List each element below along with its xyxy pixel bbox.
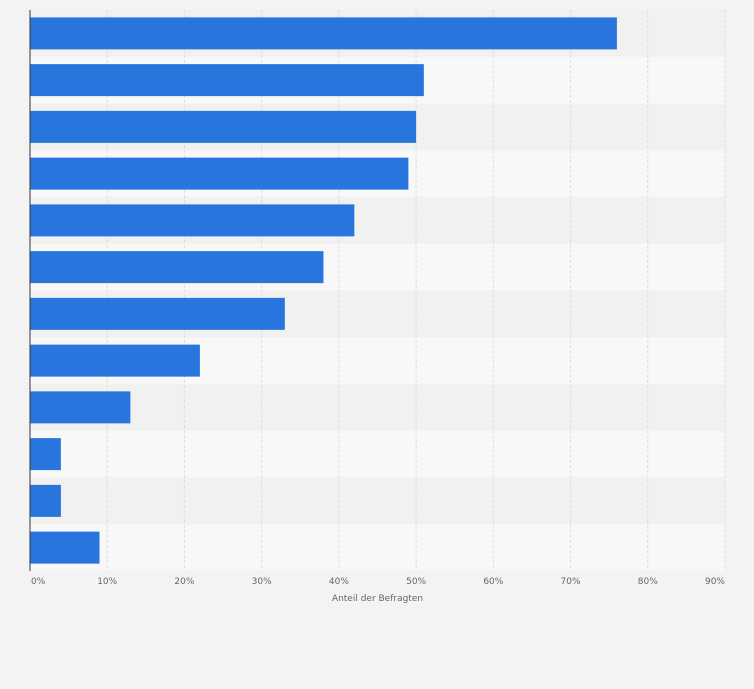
bars (30, 17, 617, 564)
x-axis-title: Anteil der Befragten (332, 594, 423, 604)
x-tick-label: 0% (31, 577, 46, 587)
x-tick-label: 30% (252, 577, 272, 587)
bar[interactable] (30, 484, 61, 517)
x-tick-label: 40% (329, 577, 349, 587)
row-band (30, 384, 725, 431)
x-tick-label: 60% (483, 577, 503, 587)
bar[interactable] (30, 344, 200, 377)
bar[interactable] (30, 157, 409, 190)
x-tick-label: 70% (561, 577, 581, 587)
x-tick-label: 50% (406, 577, 426, 587)
x-tick-label: 10% (97, 577, 117, 587)
x-tick-label: 90% (705, 577, 725, 587)
gridlines (106, 10, 726, 571)
bar[interactable] (30, 297, 285, 330)
x-tick-label: 80% (638, 577, 658, 587)
bar[interactable] (30, 110, 417, 143)
bar[interactable] (30, 531, 100, 564)
row-band (30, 430, 725, 478)
bar[interactable] (30, 64, 424, 97)
bar[interactable] (30, 438, 61, 471)
row-band (30, 477, 725, 525)
bar[interactable] (30, 391, 131, 424)
row-band (30, 524, 725, 571)
bar[interactable] (30, 251, 324, 284)
bar[interactable] (30, 204, 355, 237)
bar[interactable] (30, 17, 617, 50)
x-tick-labels: 0% 10% 20% 30% 40% 50% 60% 70% 80% 90% (31, 577, 725, 587)
x-tick-label: 20% (174, 577, 194, 587)
